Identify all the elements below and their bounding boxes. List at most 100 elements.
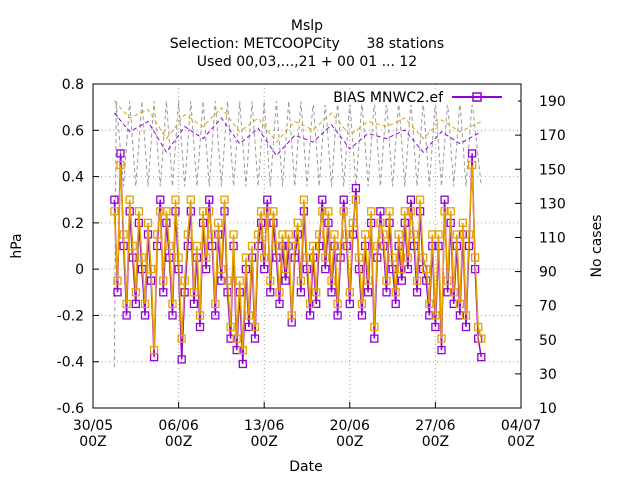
series-1-marker <box>394 230 403 239</box>
series-1-marker <box>388 253 397 262</box>
series-1-marker <box>256 207 266 216</box>
series-1-marker <box>467 160 477 170</box>
series-1-marker <box>373 241 382 251</box>
y-tick-label: -0.4 <box>57 355 84 371</box>
series-1-marker <box>409 230 419 239</box>
series-0-marker <box>425 311 434 320</box>
series-1-marker <box>116 160 125 170</box>
y2-tick-label: 190 <box>539 94 566 110</box>
series-1-marker <box>367 207 376 216</box>
series-1-marker <box>293 218 302 228</box>
series-1-marker <box>391 288 400 297</box>
series-1-marker <box>156 207 165 216</box>
series-1-marker <box>446 207 455 216</box>
series-1-marker <box>186 195 195 204</box>
series-1-marker <box>220 195 229 204</box>
series-1-marker <box>266 276 275 285</box>
series-0-marker <box>232 345 241 355</box>
series-1-marker <box>189 288 199 297</box>
series-0-marker <box>321 264 330 274</box>
series-1-marker <box>327 276 336 285</box>
y2-tick-label: 150 <box>539 162 566 178</box>
series-1-marker <box>379 230 388 239</box>
series-1-marker <box>131 288 140 297</box>
series-0-marker <box>412 288 422 297</box>
series-0-marker <box>440 195 449 204</box>
series-1-marker <box>229 230 238 239</box>
series-1-marker <box>244 311 254 320</box>
series-1-marker <box>183 230 192 239</box>
series-1-marker <box>474 322 483 332</box>
series-1-marker <box>296 276 306 285</box>
series-1-marker <box>235 276 244 285</box>
series-1-marker <box>419 253 428 262</box>
series-0-marker <box>363 288 373 297</box>
series-0-marker <box>318 195 327 204</box>
series-1-marker <box>318 207 327 216</box>
series-1-marker <box>437 334 446 343</box>
series-0-marker <box>266 288 275 297</box>
y2-tick-label: 170 <box>539 128 566 144</box>
y2-tick-label: 30 <box>539 367 557 383</box>
series-0-marker <box>345 299 354 309</box>
series-1-marker <box>434 230 443 239</box>
series-1-marker <box>412 276 422 285</box>
series-1-marker <box>348 218 358 228</box>
series-1-marker <box>205 207 214 216</box>
series-line-3 <box>114 100 482 143</box>
series-0-marker <box>455 311 465 320</box>
series-1-marker <box>162 207 171 216</box>
series-1-marker <box>357 299 367 309</box>
labels-layer: Mslp Selection: METCOOPCity 38 stations … <box>9 18 605 475</box>
series-0-marker <box>296 288 306 297</box>
series-0-marker <box>260 264 269 274</box>
series-1-marker <box>198 207 208 216</box>
series-1-marker <box>406 207 416 216</box>
x-tick-label-date: 06/06 <box>158 418 198 434</box>
legend-swatch-marker <box>472 92 482 102</box>
series-1-marker <box>195 311 205 320</box>
series-1-marker <box>250 322 260 332</box>
y2-tick-label: 70 <box>539 299 557 315</box>
x-tick-label-date: 04/07 <box>501 418 541 434</box>
series-1-marker <box>284 230 293 239</box>
y-tick-label: 0.6 <box>62 123 84 139</box>
series-1-marker <box>140 299 150 309</box>
series-1-marker <box>180 276 189 285</box>
series-0-marker <box>449 299 458 309</box>
series-1-marker <box>415 195 425 204</box>
series-0-marker <box>217 276 226 285</box>
series-1-marker <box>223 276 232 285</box>
series-1-marker <box>263 207 272 216</box>
series-0-marker <box>140 311 150 320</box>
legend-background <box>308 89 518 105</box>
series-1-marker <box>149 345 159 355</box>
series-0-marker <box>357 311 367 320</box>
y2-tick-label: 10 <box>539 401 557 417</box>
series-0-marker <box>376 207 385 216</box>
x-tick-label-date: 20/06 <box>330 418 370 434</box>
series-0-marker <box>333 311 342 320</box>
chart-subtitle-used: Used 00,03,...,21 + 00 01 ... 12 <box>197 54 417 70</box>
series-1-marker <box>260 253 269 262</box>
series-1-marker <box>143 218 153 228</box>
series-1-marker <box>275 288 284 297</box>
series-1-marker <box>428 230 437 239</box>
series-1-marker <box>425 299 434 309</box>
series-1-marker <box>137 253 147 262</box>
series-0-marker <box>177 355 186 364</box>
series-1-marker <box>281 264 290 274</box>
series-1-marker <box>477 334 486 343</box>
series-1-marker <box>241 253 251 262</box>
y2-tick-label: 130 <box>539 196 566 212</box>
series-1-marker <box>177 334 186 343</box>
series-0-marker <box>113 288 122 297</box>
series-1-marker <box>122 299 131 309</box>
series-0-marker <box>443 288 452 297</box>
chart-title: Mslp <box>291 18 323 34</box>
series-0-marker <box>351 183 361 193</box>
chart-subtitle-selection: Selection: METCOOPCity 38 stations <box>170 36 444 52</box>
series-0-marker <box>397 276 406 285</box>
legend-label-bias: BIAS MNWC2.ef <box>333 90 444 106</box>
